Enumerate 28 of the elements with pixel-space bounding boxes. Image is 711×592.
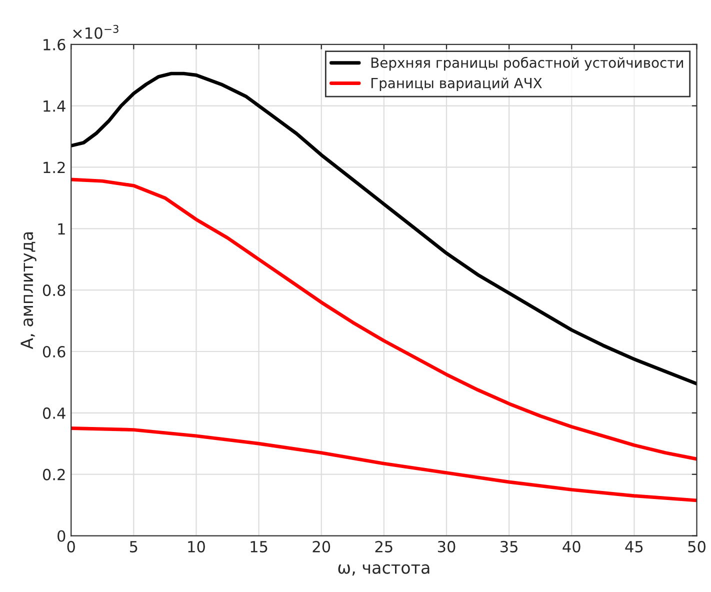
x-tick-label: 15 bbox=[250, 541, 268, 552]
x-tick-label: 5 bbox=[130, 541, 138, 552]
y-tick-label: 0.4 bbox=[42, 407, 66, 419]
x-axis-title: ω, частота bbox=[338, 564, 430, 576]
x-tick-label: 10 bbox=[188, 540, 205, 552]
line-series bbox=[71, 178, 697, 461]
y-tick-label: 0.8 bbox=[42, 284, 66, 296]
y-tick-label: 0.2 bbox=[42, 468, 65, 480]
legend-label: Границы вариаций АЧХ bbox=[371, 78, 542, 91]
x-tick-label: 30 bbox=[438, 540, 456, 552]
text: ×10$^{−3}$ bbox=[73, 24, 118, 39]
y-tick-label: 1 bbox=[58, 223, 65, 234]
x-tick-label: 0 bbox=[67, 540, 75, 552]
x-tick-label: 40 bbox=[562, 540, 580, 552]
y-tick-label: 1.6 bbox=[44, 38, 66, 50]
x-tick-label: 35 bbox=[500, 540, 518, 552]
y-tick-label: 0.6 bbox=[42, 346, 66, 358]
x-tick-label: 50 bbox=[688, 540, 706, 552]
x-tick-label: 25 bbox=[375, 540, 392, 552]
y-tick-label: 1.2 bbox=[44, 162, 65, 174]
line-series bbox=[71, 72, 697, 386]
legend-label: Верхняя границы робастной устойчивости bbox=[371, 56, 684, 71]
y-axis-title: А, амплитуда bbox=[20, 232, 36, 350]
line-series bbox=[71, 426, 697, 502]
y-tick-label: 1.4 bbox=[44, 100, 66, 112]
x-tick-label: 45 bbox=[625, 541, 643, 552]
y-tick-label: 0 bbox=[58, 530, 66, 542]
x-tick-label: 20 bbox=[312, 540, 330, 552]
